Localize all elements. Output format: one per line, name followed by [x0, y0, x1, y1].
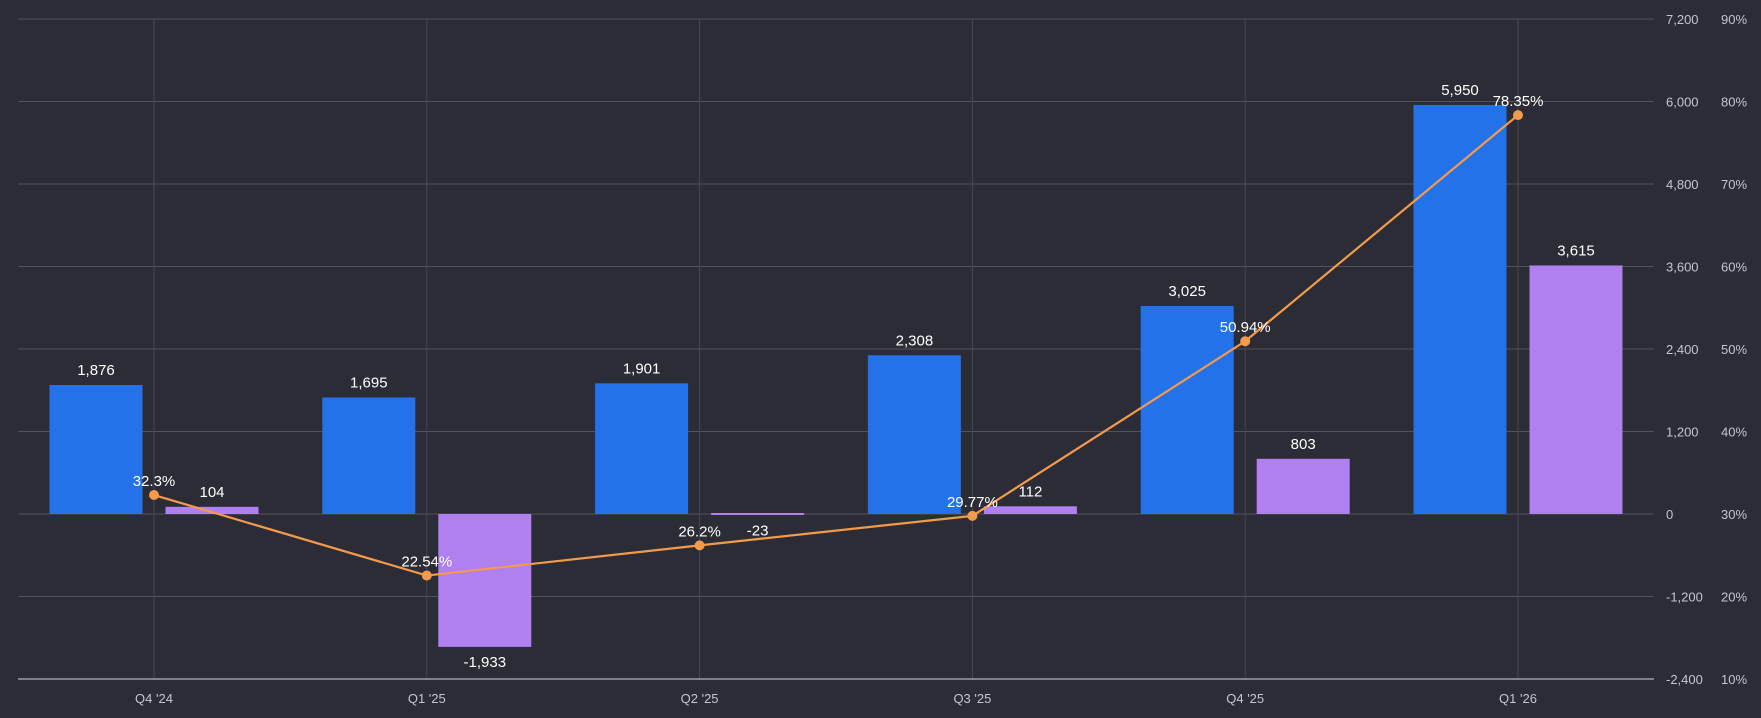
y-right-tick-label: 40%	[1721, 425, 1747, 440]
y-right-tick-label: 80%	[1721, 95, 1747, 110]
bar-series-2	[711, 513, 805, 515]
bar-value-label: -23	[747, 523, 769, 540]
bar-value-label: 112	[1018, 483, 1042, 500]
y-right-tick-label: 60%	[1721, 260, 1747, 275]
bar-value-label: 803	[1291, 436, 1316, 453]
y-right-tick-label: 90%	[1721, 12, 1747, 27]
line-point	[421, 570, 432, 581]
y-right-tick-label: 30%	[1721, 507, 1747, 522]
bar-value-label: 1,901	[623, 360, 661, 377]
y-left-tick-label: 3,600	[1666, 260, 1699, 275]
bar-series-1	[867, 355, 961, 514]
line-point	[1240, 336, 1251, 347]
bar-value-label: 1,876	[77, 362, 115, 379]
line-value-label: 50.94%	[1220, 319, 1271, 336]
bar-value-label: 1,695	[350, 374, 388, 391]
y-left-tick-label: 2,400	[1666, 342, 1699, 357]
bar-series-1	[49, 385, 143, 514]
x-tick-label: Q2 '25	[681, 691, 719, 706]
line-layer	[149, 110, 1523, 581]
y-right-tick-label: 20%	[1721, 590, 1747, 605]
y-right-tick-label: 50%	[1721, 342, 1747, 357]
y-left-tick-label: -2,400	[1666, 672, 1703, 687]
labels-layer: 1,876 1,695 1,901 2,308 3,025 5,950 104 -1,933 -…	[77, 82, 1595, 671]
grid-layer	[18, 18, 1654, 679]
bar-series-2	[438, 514, 532, 647]
line-series	[153, 114, 1519, 577]
line-value-label: 32.3%	[133, 473, 176, 490]
line-value-label: 29.77%	[947, 494, 998, 511]
x-tick-label: Q1 '26	[1499, 691, 1537, 706]
x-tick-label: Q1 '25	[408, 691, 446, 706]
bar-series-2	[1529, 265, 1623, 514]
bar-series-1	[322, 397, 416, 514]
bar-value-label: 5,950	[1441, 82, 1479, 99]
y-left-tick-label: 1,200	[1666, 425, 1699, 440]
y-left-tick-label: 4,800	[1666, 177, 1699, 192]
y-right-tick-label: 70%	[1721, 177, 1747, 192]
y-left-tick-label: 6,000	[1666, 95, 1699, 110]
bar-series-1	[1140, 306, 1234, 514]
y-left-tick-label: 7,200	[1666, 12, 1699, 27]
bar-series-1	[1413, 104, 1507, 514]
bar-series-1	[595, 383, 689, 514]
bar-value-label: 2,308	[896, 332, 934, 349]
line-point	[1513, 110, 1523, 121]
bars-layer	[49, 104, 1623, 647]
line-value-label: 22.54%	[401, 554, 452, 571]
y-left-tick-label: -1,200	[1666, 590, 1703, 605]
y-right-tick-label: 10%	[1721, 672, 1747, 687]
y-left-tick-label: 0	[1666, 507, 1673, 522]
line-value-label: 78.35%	[1493, 93, 1544, 110]
x-tick-label: Q4 '25	[1226, 691, 1264, 706]
bar-value-label: -1,933	[464, 654, 507, 671]
bar-value-label: 3,025	[1168, 283, 1206, 300]
line-point	[694, 540, 705, 551]
bar-series-2	[165, 506, 259, 514]
bar-series-2	[983, 506, 1077, 514]
bar-value-label: 3,615	[1557, 242, 1595, 259]
bar-value-label: 104	[199, 484, 224, 501]
line-point	[149, 490, 159, 501]
axis-layer: 7,200 6,000 4,800 3,600 2,400 1,200 0 -1,200 -2,…	[18, 12, 1747, 706]
line-point	[967, 510, 978, 521]
bar-series-2	[1256, 458, 1350, 514]
x-tick-label: Q4 '24	[135, 691, 173, 706]
x-tick-label: Q3 '25	[953, 691, 991, 706]
line-value-label: 26.2%	[678, 523, 721, 540]
